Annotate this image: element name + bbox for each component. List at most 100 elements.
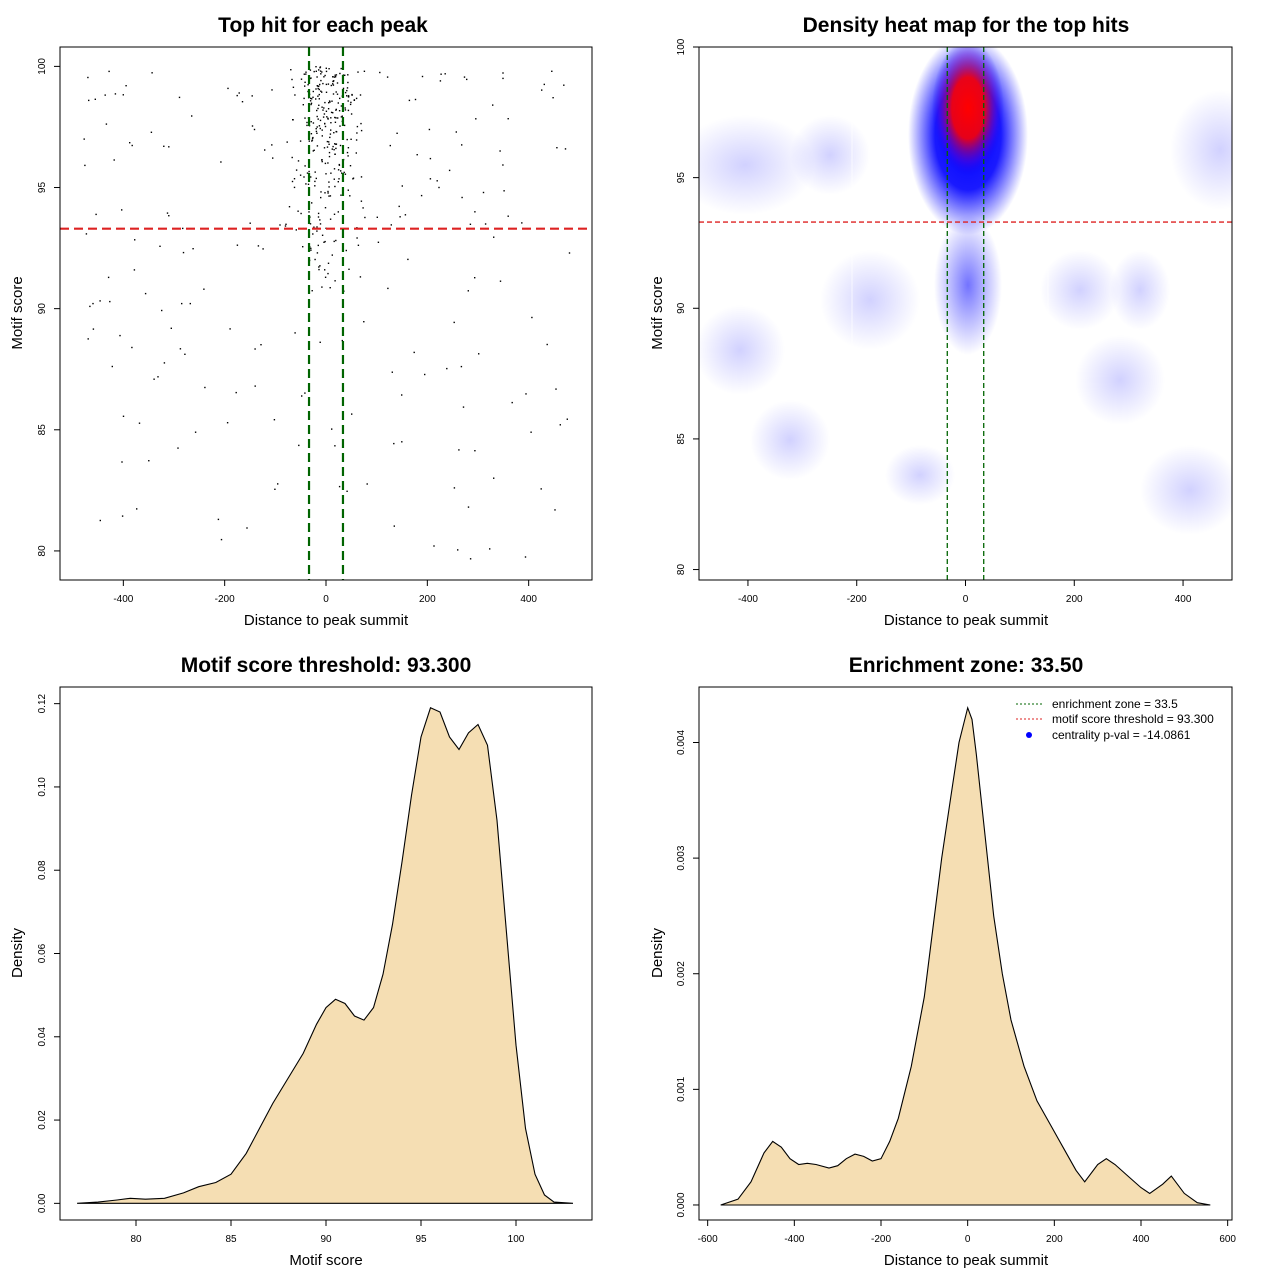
scatter-point (83, 138, 85, 140)
scatter-point (315, 130, 318, 133)
scatter-point (310, 77, 312, 79)
scatter-point (555, 388, 557, 390)
scatter-point (344, 173, 347, 175)
scatter-point (335, 91, 337, 93)
panel1-plot-area: -400 -200 0 200 400 80 85 90 95 100 (37, 47, 592, 605)
x-tick-label: 100 (508, 1234, 525, 1245)
scatter-point (338, 110, 341, 112)
y-tick-label: 95 (37, 182, 48, 194)
scatter-point (329, 101, 331, 103)
scatter-point (303, 73, 305, 75)
scatter-point (264, 149, 266, 151)
scatter-point (321, 71, 323, 73)
scatter-point (284, 225, 287, 227)
scatter-point (305, 71, 307, 73)
scatter-point (356, 237, 358, 239)
scatter-point (319, 219, 321, 221)
scatter-point (324, 269, 326, 271)
scatter-point (318, 69, 320, 71)
scatter-point (530, 431, 532, 433)
scatter-point (317, 85, 319, 88)
scatter-point (556, 147, 558, 149)
scatter-point (344, 91, 347, 94)
panel3-plot-area: 80 85 90 95 100 0.00 0.02 0.04 0.06 0.08 0.10 0.12 (37, 693, 574, 1245)
scatter-point (334, 74, 336, 76)
panel4-xlabel: Distance to peak summit (884, 1252, 1049, 1269)
scatter-point (461, 196, 463, 199)
scatter-point (343, 124, 346, 127)
panel2-xlabel: Distance to peak summit (884, 612, 1049, 629)
scatter-point (121, 461, 123, 463)
scatter-point (328, 68, 330, 70)
panel-distance-density: Enrichment zone: 33.50 Distance to peak … (649, 654, 1236, 1269)
scatter-point (227, 87, 229, 90)
scatter-point (192, 248, 194, 250)
scatter-point (340, 116, 343, 118)
scatter-point (347, 95, 350, 97)
scatter-point (467, 506, 470, 508)
scatter-point (311, 139, 314, 141)
scatter-point (317, 87, 319, 90)
scatter-point (339, 97, 341, 100)
scatter-point (92, 328, 95, 330)
scatter-point (525, 393, 527, 395)
scatter-point (428, 128, 431, 131)
scatter-point (463, 76, 466, 78)
scatter-point (344, 109, 347, 111)
scatter-point (315, 177, 317, 180)
scatter-point (474, 211, 476, 213)
scatter-point (88, 99, 90, 102)
scatter-point (333, 178, 335, 180)
scatter-point (328, 186, 330, 188)
scatter-point (286, 141, 288, 143)
scatter-point (347, 109, 350, 112)
scatter-point (317, 244, 319, 247)
scatter-point (334, 143, 336, 145)
scatter-point (301, 395, 303, 397)
scatter-point (297, 160, 300, 162)
scatter-point (291, 156, 293, 159)
scatter-point (291, 180, 294, 183)
scatter-point (413, 351, 415, 354)
scatter-point (177, 447, 179, 449)
scatter-point (446, 367, 448, 370)
scatter-point (335, 143, 338, 145)
x-tick-label: -400 (784, 1234, 804, 1245)
scatter-point (316, 230, 318, 232)
scatter-point (339, 125, 341, 127)
scatter-point (349, 103, 352, 106)
scatter-point (408, 99, 411, 102)
scatter-point (320, 191, 322, 193)
scatter-point (159, 245, 161, 247)
scatter-point (313, 149, 315, 151)
scatter-point (304, 81, 306, 83)
scatter-point (332, 145, 334, 148)
scatter-point (114, 93, 117, 95)
scatter-point (311, 290, 313, 292)
scatter-point (323, 241, 325, 243)
scatter-point (220, 538, 223, 541)
scatter-point (424, 373, 426, 376)
scatter-point (349, 165, 352, 167)
scatter-point (335, 117, 337, 119)
scatter-point (322, 109, 324, 111)
scatter-point (310, 97, 312, 100)
scatter-point (333, 168, 336, 170)
scatter-point (320, 90, 322, 92)
scatter-point (293, 186, 296, 189)
scatter-point (330, 122, 332, 124)
scatter-point (420, 194, 423, 197)
scatter-point (321, 129, 323, 131)
scatter-point (131, 346, 133, 349)
scatter-point (433, 545, 435, 547)
scatter-point (107, 276, 110, 279)
scatter-point (326, 146, 329, 148)
scatter-point (390, 224, 392, 226)
scatter-point (325, 110, 328, 112)
scatter-point (321, 159, 323, 161)
scatter-point (343, 171, 345, 174)
scatter-point (320, 79, 322, 82)
scatter-point (335, 147, 337, 150)
scatter-point (249, 222, 251, 224)
scatter-point (328, 143, 330, 145)
